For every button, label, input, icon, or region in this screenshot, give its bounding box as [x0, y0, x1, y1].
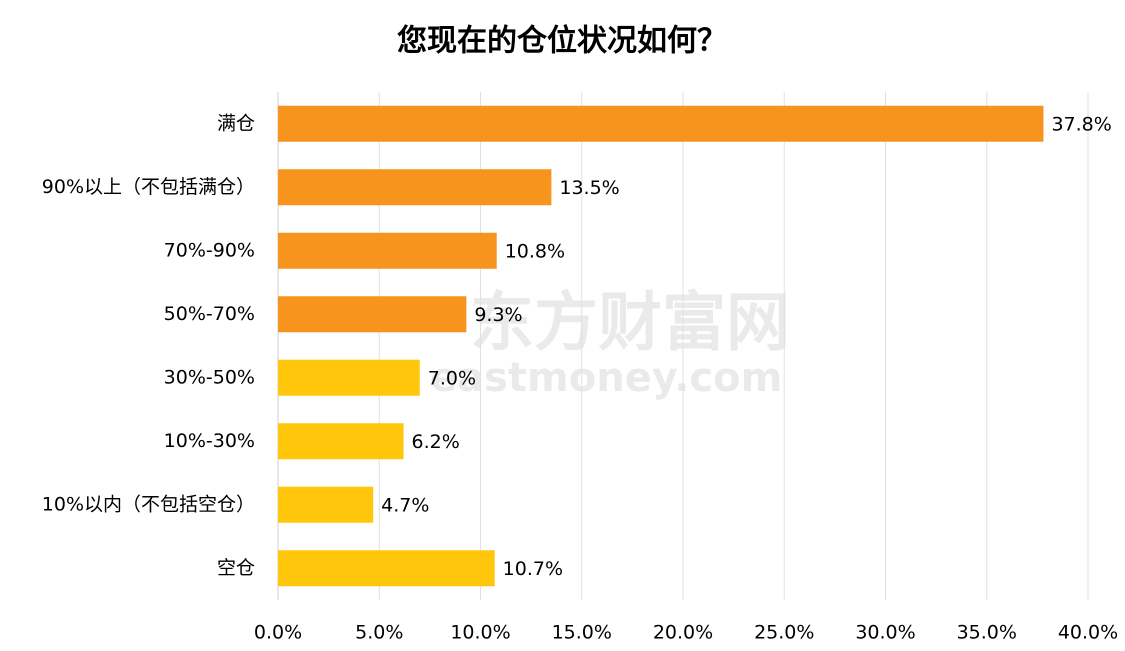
- value-label: 13.5%: [559, 177, 619, 199]
- value-label: 37.8%: [1051, 113, 1111, 135]
- value-label: 9.3%: [474, 304, 522, 326]
- x-tick-label: 15.0%: [552, 622, 612, 644]
- chart-title: 您现在的仓位状况如何？: [397, 24, 727, 59]
- y-tick-label: 10%-30%: [164, 430, 255, 452]
- y-tick-label: 70%-90%: [164, 239, 255, 261]
- bar: [278, 105, 1044, 142]
- y-tick-label: 满仓: [217, 112, 255, 134]
- x-tick-label: 0.0%: [254, 622, 302, 644]
- bar: [278, 232, 497, 269]
- bar: [278, 359, 420, 396]
- bar: [278, 423, 404, 460]
- x-tick-label: 10.0%: [450, 622, 510, 644]
- y-tick-label: 90%以上（不包括满仓）: [42, 176, 255, 198]
- x-tick-label: 5.0%: [355, 622, 403, 644]
- y-tick-label: 50%-70%: [164, 303, 255, 325]
- value-label: 7.0%: [428, 367, 476, 389]
- bar: [278, 550, 495, 587]
- bar: [278, 169, 552, 206]
- value-label: 10.7%: [503, 558, 563, 580]
- bar: [278, 486, 374, 523]
- bar: [278, 296, 467, 333]
- x-tick-label: 40.0%: [1058, 622, 1118, 644]
- value-label: 10.8%: [505, 240, 565, 262]
- watermark: 东方财富网: [470, 287, 790, 361]
- y-tick-label: 空仓: [217, 557, 255, 579]
- x-tick-label: 25.0%: [754, 622, 814, 644]
- value-label: 4.7%: [381, 494, 429, 516]
- x-tick-label: 20.0%: [653, 622, 713, 644]
- y-tick-label: 30%-50%: [164, 366, 255, 388]
- watermark: eastmoney.com: [430, 355, 782, 401]
- value-label: 6.2%: [412, 431, 460, 453]
- x-tick-label: 30.0%: [855, 622, 915, 644]
- y-tick-label: 10%以内（不包括空仓）: [42, 493, 255, 515]
- x-tick-label: 35.0%: [957, 622, 1017, 644]
